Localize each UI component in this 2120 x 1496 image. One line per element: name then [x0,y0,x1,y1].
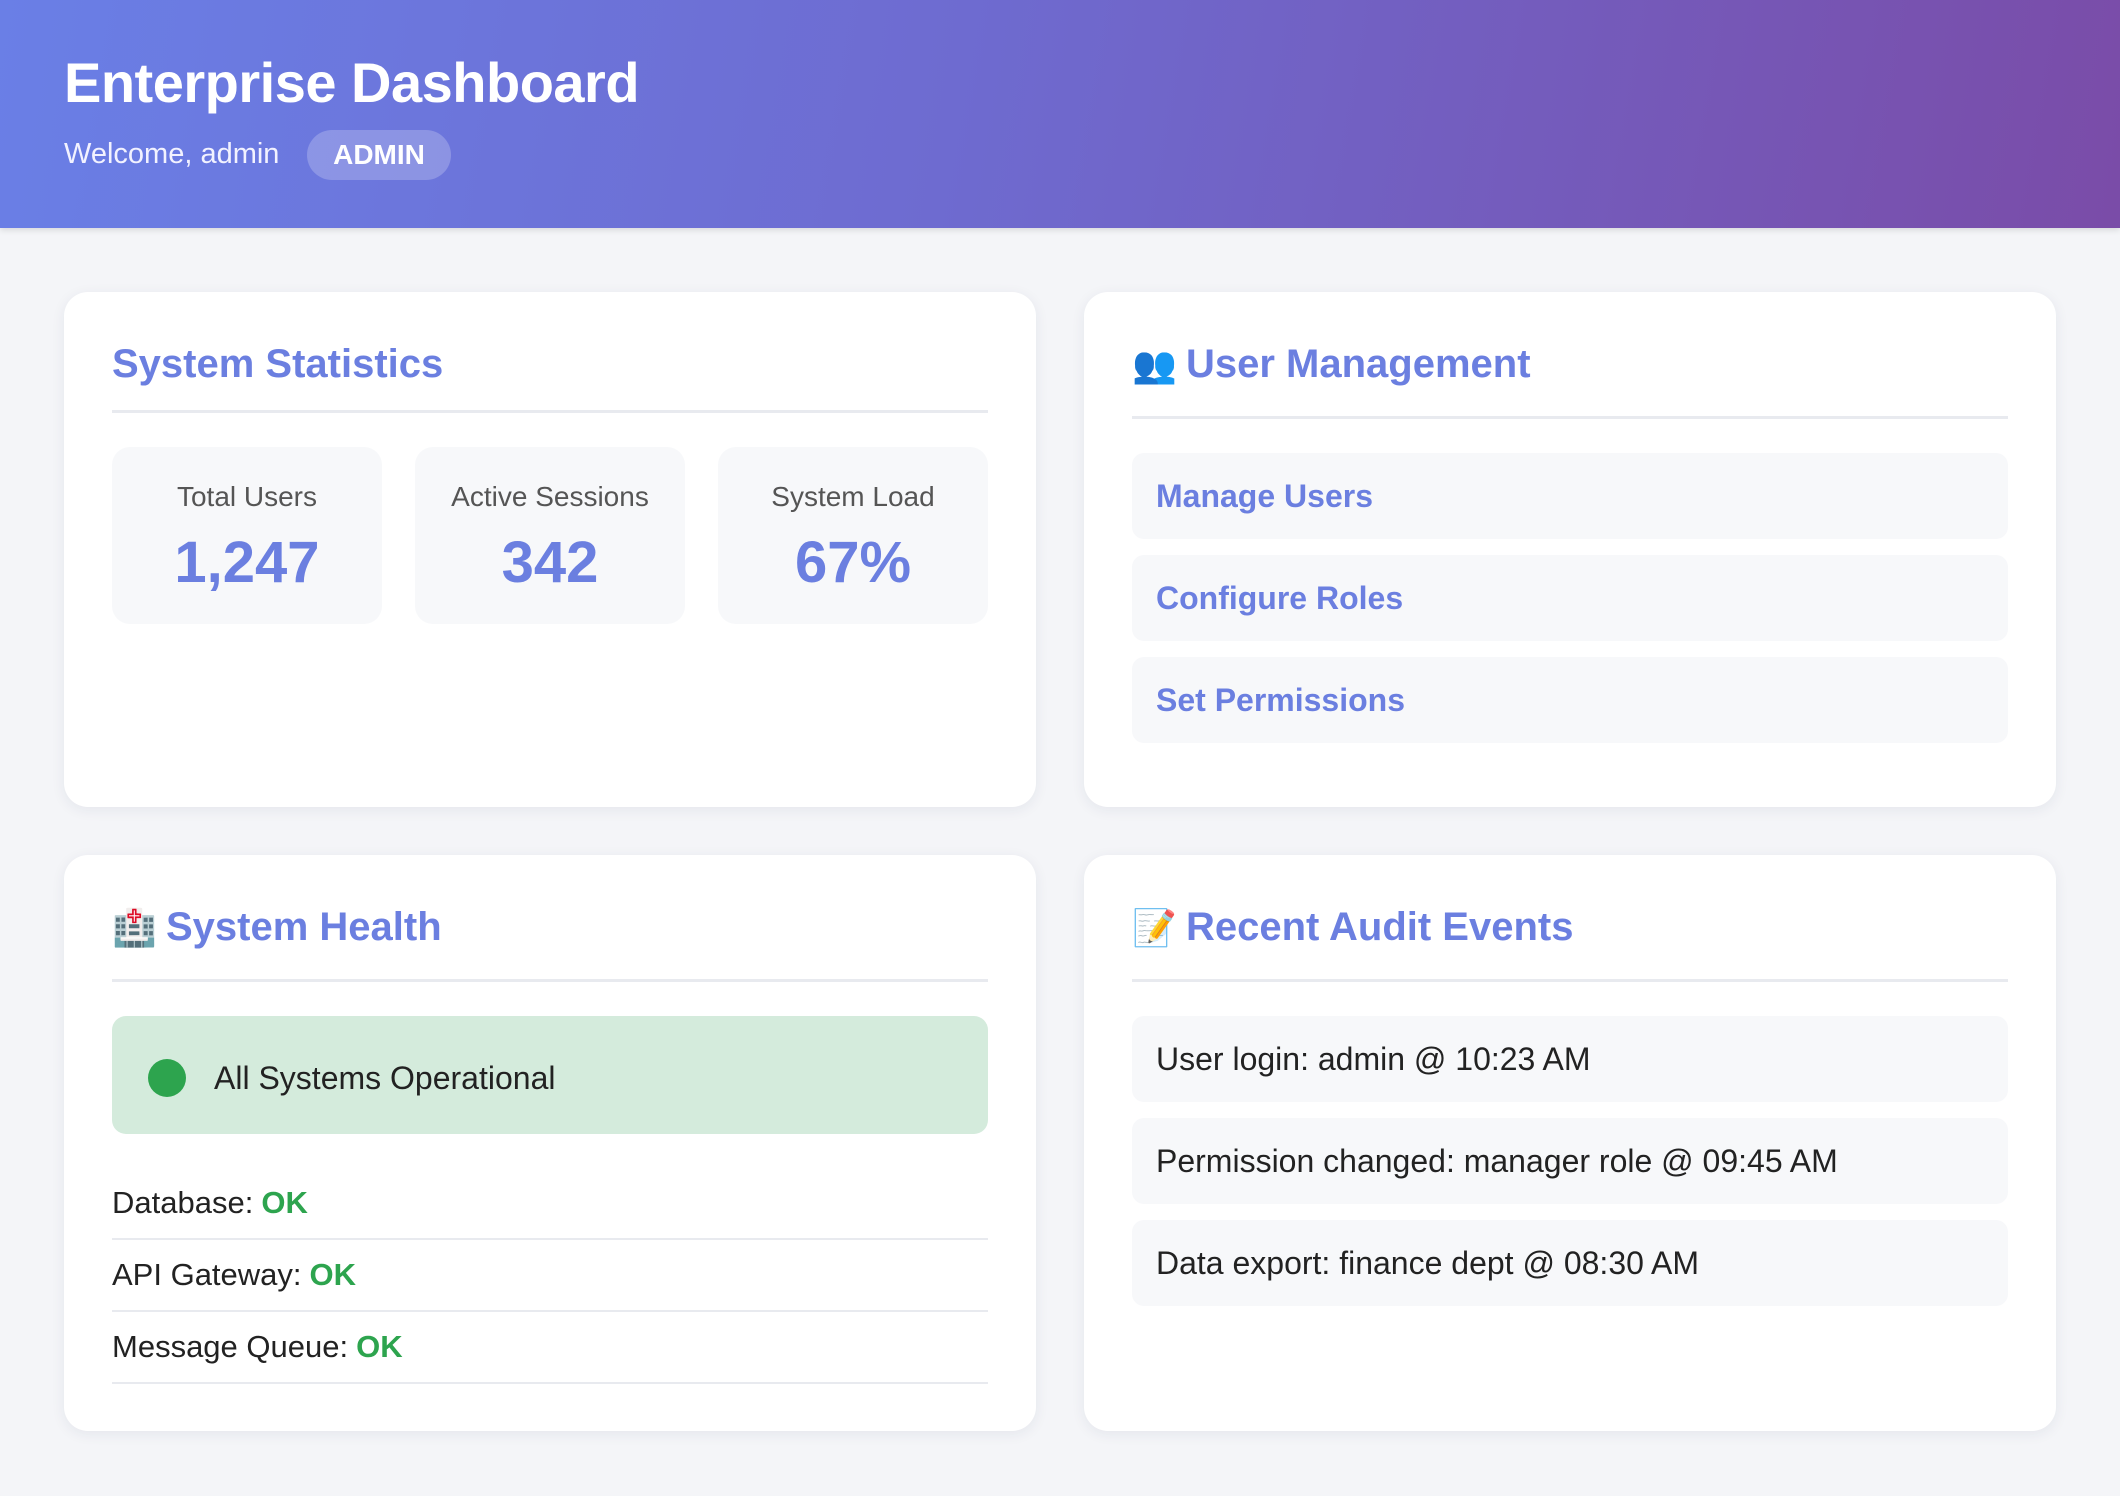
role-badge: ADMIN [307,130,451,180]
stat-label: Total Users [176,481,318,512]
audit-event: Permission changed: manager role @ 09:45… [1132,1118,2008,1204]
status-banner: All Systems Operational [112,1016,988,1134]
card-title-wrap: 🏥 System Health [112,905,442,950]
set-permissions-link[interactable]: Set Permissions [1132,657,2008,743]
stat-value: 1,247 [174,530,320,595]
divider [112,410,988,413]
card-title: System Statistics [112,342,444,386]
stat-label: Active Sessions [451,481,649,512]
card-title: System Health [166,905,442,949]
card-title: Recent Audit Events [1186,905,1574,949]
status-indicator [148,1059,186,1097]
configure-roles-link[interactable]: Configure Roles [1132,555,2008,641]
welcome-text: Welcome, admin [64,138,280,170]
page-title: Enterprise Dashboard [64,51,640,114]
card-title: User Management [1186,342,1531,386]
system-health-card: 🏥 System Health [64,855,1036,1431]
manage-users-link[interactable]: Manage Users [1132,453,2008,539]
stat-value: 67% [794,530,912,595]
health-item-message-queue: Message Queue: OK [112,1312,988,1384]
stat-label: System Load [771,481,935,512]
health-status: OK [356,1329,403,1364]
divider [1132,979,2008,982]
stat-system-load: System Load 67% [718,447,988,624]
memo-icon: 📝 [1132,906,1177,948]
users-icon: 👥 [1132,343,1177,385]
hospital-icon: 🏥 [112,906,157,948]
audit-event: User login: admin @ 10:23 AM [1132,1016,2008,1102]
audit-event: Data export: finance dept @ 08:30 AM [1132,1220,2008,1306]
health-item-api-gateway: API Gateway: OK [112,1240,988,1312]
status-text: All Systems Operational [214,1060,556,1096]
health-label: API Gateway: [112,1257,302,1292]
card-title-wrap: 👥 User Management [1132,342,1531,387]
health-label: Message Queue: [112,1329,349,1364]
health-item-database: Database: OK [112,1168,988,1240]
health-status: OK [261,1185,308,1220]
stat-total-users: Total Users 1,247 [112,447,382,624]
health-label: Database: [112,1185,254,1220]
stat-active-sessions: Active Sessions 342 [415,447,685,624]
app-header: Enterprise Dashboard Welcome, admin ADMI… [0,0,2120,228]
health-status: OK [309,1257,357,1292]
divider [1132,416,2008,419]
divider [112,979,988,982]
stat-value: 342 [501,530,599,595]
card-title-wrap: 📝 Recent Audit Events [1132,905,1573,950]
